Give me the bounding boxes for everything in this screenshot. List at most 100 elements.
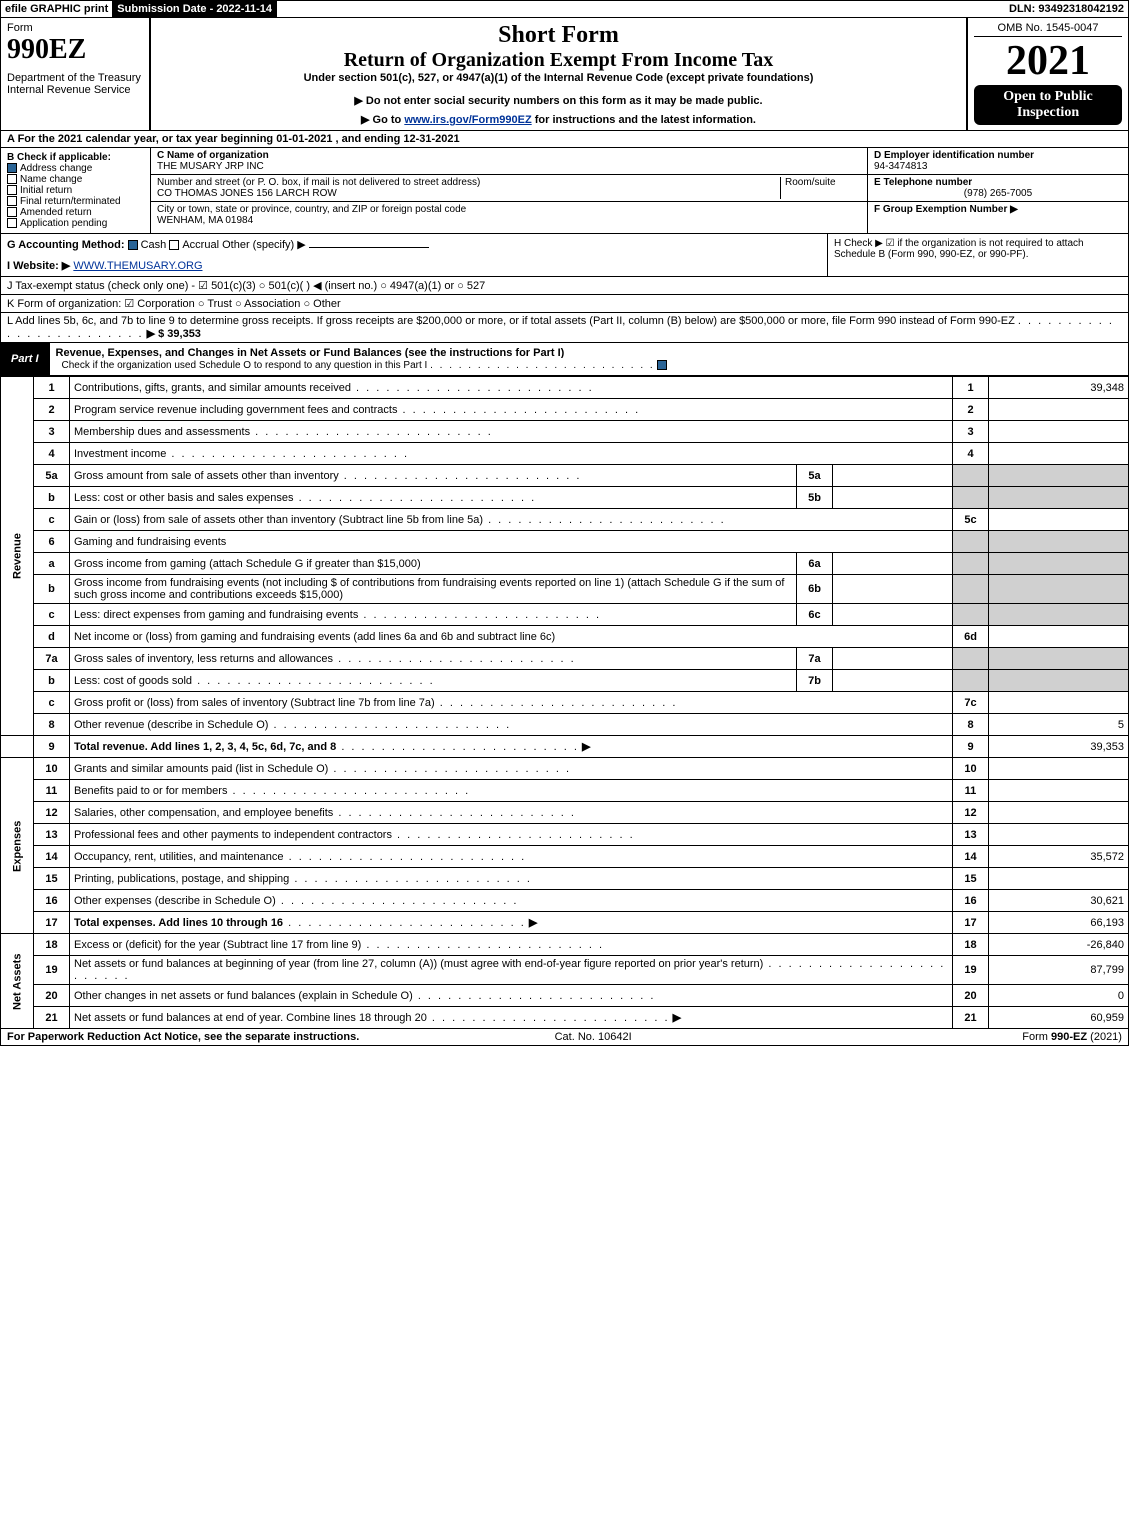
row-3: 3Membership dues and assessments 3 bbox=[1, 421, 1129, 443]
irs-link[interactable]: www.irs.gov/Form990EZ bbox=[404, 114, 531, 126]
amt-20: 0 bbox=[989, 985, 1129, 1007]
row-5b: bLess: cost or other basis and sales exp… bbox=[1, 487, 1129, 509]
row-13: 13Professional fees and other payments t… bbox=[1, 824, 1129, 846]
form-header: Form 990EZ Department of the Treasury In… bbox=[0, 18, 1129, 131]
netassets-vlabel: Net Assets bbox=[1, 934, 34, 1029]
column-c: C Name of organization THE MUSARY JRP IN… bbox=[151, 148, 868, 233]
row-7a: 7aGross sales of inventory, less returns… bbox=[1, 648, 1129, 670]
row-6c: cLess: direct expenses from gaming and f… bbox=[1, 604, 1129, 626]
footer-right: Form 990-EZ (2021) bbox=[1022, 1031, 1122, 1043]
chk-application-pending[interactable]: Application pending bbox=[7, 218, 144, 229]
row-17: 17Total expenses. Add lines 10 through 1… bbox=[1, 912, 1129, 934]
row-4: 4Investment income 4 bbox=[1, 443, 1129, 465]
row-1: Revenue 1 Contributions, gifts, grants, … bbox=[1, 377, 1129, 399]
row-15: 15Printing, publications, postage, and s… bbox=[1, 868, 1129, 890]
chk-name-change[interactable]: Name change bbox=[7, 174, 144, 185]
info-grid: B Check if applicable: Address change Na… bbox=[0, 148, 1129, 234]
row-6d: dNet income or (loss) from gaming and fu… bbox=[1, 626, 1129, 648]
dept-line2: Internal Revenue Service bbox=[7, 84, 143, 96]
g-accounting: G Accounting Method: Cash Accrual Other … bbox=[1, 234, 828, 276]
telephone: (978) 265-7005 bbox=[874, 188, 1122, 199]
topbar: efile GRAPHIC print Submission Date - 20… bbox=[0, 0, 1129, 18]
under-text: Under section 501(c), 527, or 4947(a)(1)… bbox=[157, 72, 960, 84]
chk-address-change[interactable]: Address change bbox=[7, 163, 144, 174]
short-form-title: Short Form bbox=[157, 22, 960, 49]
amt-14: 35,572 bbox=[989, 846, 1129, 868]
header-center: Short Form Return of Organization Exempt… bbox=[151, 18, 968, 130]
row-2: 2Program service revenue including gover… bbox=[1, 399, 1129, 421]
org-name: THE MUSARY JRP INC bbox=[157, 161, 264, 172]
city-box: City or town, state or province, country… bbox=[151, 202, 867, 228]
g-h-row: G Accounting Method: Cash Accrual Other … bbox=[0, 234, 1129, 277]
amt-19: 87,799 bbox=[989, 956, 1129, 985]
footer-left: For Paperwork Reduction Act Notice, see … bbox=[7, 1031, 359, 1043]
chk-cash[interactable] bbox=[128, 240, 138, 250]
ein-box: D Employer identification number 94-3474… bbox=[868, 148, 1128, 175]
city-state-zip: WENHAM, MA 01984 bbox=[157, 215, 253, 226]
line-k: K Form of organization: ☑ Corporation ○ … bbox=[0, 295, 1129, 313]
street-address: CO THOMAS JONES 156 LARCH ROW bbox=[157, 188, 337, 199]
row-10: Expenses 10Grants and similar amounts pa… bbox=[1, 758, 1129, 780]
part-1-label: Part I bbox=[1, 349, 49, 369]
row-6a: aGross income from gaming (attach Schedu… bbox=[1, 553, 1129, 575]
row-5a: 5aGross amount from sale of assets other… bbox=[1, 465, 1129, 487]
amt-1: 39,348 bbox=[989, 377, 1129, 399]
org-name-box: C Name of organization THE MUSARY JRP IN… bbox=[151, 148, 867, 175]
line-a: A For the 2021 calendar year, or tax yea… bbox=[0, 131, 1129, 148]
chk-schedule-o[interactable] bbox=[657, 360, 667, 370]
row-8: 8Other revenue (describe in Schedule O) … bbox=[1, 714, 1129, 736]
dept-line1: Department of the Treasury bbox=[7, 72, 143, 84]
row-6b: bGross income from fundraising events (n… bbox=[1, 575, 1129, 604]
row-7b: bLess: cost of goods sold 7b bbox=[1, 670, 1129, 692]
column-d: D Employer identification number 94-3474… bbox=[868, 148, 1128, 233]
chk-amended-return[interactable]: Amended return bbox=[7, 207, 144, 218]
row-14: 14Occupancy, rent, utilities, and mainte… bbox=[1, 846, 1129, 868]
chk-accrual[interactable] bbox=[169, 240, 179, 250]
tax-year: 2021 bbox=[974, 37, 1122, 85]
header-right: OMB No. 1545-0047 2021 Open to Public In… bbox=[968, 18, 1128, 130]
submission-date: Submission Date - 2022-11-14 bbox=[113, 1, 277, 17]
part-1-header: Part I Revenue, Expenses, and Changes in… bbox=[0, 343, 1129, 376]
amt-18: -26,840 bbox=[989, 934, 1129, 956]
form-number: 990EZ bbox=[7, 34, 143, 66]
inspection-badge: Open to Public Inspection bbox=[974, 85, 1122, 125]
ein: 94-3474813 bbox=[874, 161, 927, 172]
efile-label: efile GRAPHIC print bbox=[1, 1, 113, 17]
row-9: 9Total revenue. Add lines 1, 2, 3, 4, 5c… bbox=[1, 736, 1129, 758]
h-schedule-b: H Check ▶ ☑ if the organization is not r… bbox=[828, 234, 1128, 276]
row-11: 11Benefits paid to or for members11 bbox=[1, 780, 1129, 802]
website-line: I Website: ▶ WWW.THEMUSARY.ORG bbox=[7, 259, 821, 272]
row-7c: cGross profit or (loss) from sales of in… bbox=[1, 692, 1129, 714]
chk-initial-return[interactable]: Initial return bbox=[7, 185, 144, 196]
header-left: Form 990EZ Department of the Treasury In… bbox=[1, 18, 151, 130]
line-l: L Add lines 5b, 6c, and 7b to line 9 to … bbox=[0, 313, 1129, 343]
tel-box: E Telephone number (978) 265-7005 bbox=[868, 175, 1128, 202]
dln: DLN: 93492318042192 bbox=[1005, 1, 1128, 17]
bullet-1: ▶ Do not enter social security numbers o… bbox=[157, 94, 960, 107]
group-exemption-box: F Group Exemption Number ▶ bbox=[868, 202, 1128, 217]
address-box: Number and street (or P. O. box, if mail… bbox=[151, 175, 867, 202]
column-b: B Check if applicable: Address change Na… bbox=[1, 148, 151, 233]
amt-21: 60,959 bbox=[989, 1007, 1129, 1029]
amt-8: 5 bbox=[989, 714, 1129, 736]
bullet-2: ▶ Go to www.irs.gov/Form990EZ for instru… bbox=[157, 113, 960, 126]
amt-16: 30,621 bbox=[989, 890, 1129, 912]
row-21: 21Net assets or fund balances at end of … bbox=[1, 1007, 1129, 1029]
part-1-check-text: Check if the organization used Schedule … bbox=[56, 358, 677, 373]
footer: For Paperwork Reduction Act Notice, see … bbox=[0, 1029, 1129, 1046]
lines-table: Revenue 1 Contributions, gifts, grants, … bbox=[0, 376, 1129, 1029]
website-link[interactable]: WWW.THEMUSARY.ORG bbox=[73, 260, 202, 272]
revenue-vlabel: Revenue bbox=[1, 377, 34, 736]
amt-9: 39,353 bbox=[989, 736, 1129, 758]
row-12: 12Salaries, other compensation, and empl… bbox=[1, 802, 1129, 824]
line-j: J Tax-exempt status (check only one) - ☑… bbox=[0, 277, 1129, 295]
b-label: B Check if applicable: bbox=[7, 152, 144, 163]
chk-final-return[interactable]: Final return/terminated bbox=[7, 196, 144, 207]
amt-17: 66,193 bbox=[989, 912, 1129, 934]
row-20: 20Other changes in net assets or fund ba… bbox=[1, 985, 1129, 1007]
omb-number: OMB No. 1545-0047 bbox=[974, 22, 1122, 37]
row-19: 19Net assets or fund balances at beginni… bbox=[1, 956, 1129, 985]
row-18: Net Assets 18Excess or (deficit) for the… bbox=[1, 934, 1129, 956]
row-6: 6Gaming and fundraising events bbox=[1, 531, 1129, 553]
part-1-title: Revenue, Expenses, and Changes in Net As… bbox=[49, 343, 1128, 375]
